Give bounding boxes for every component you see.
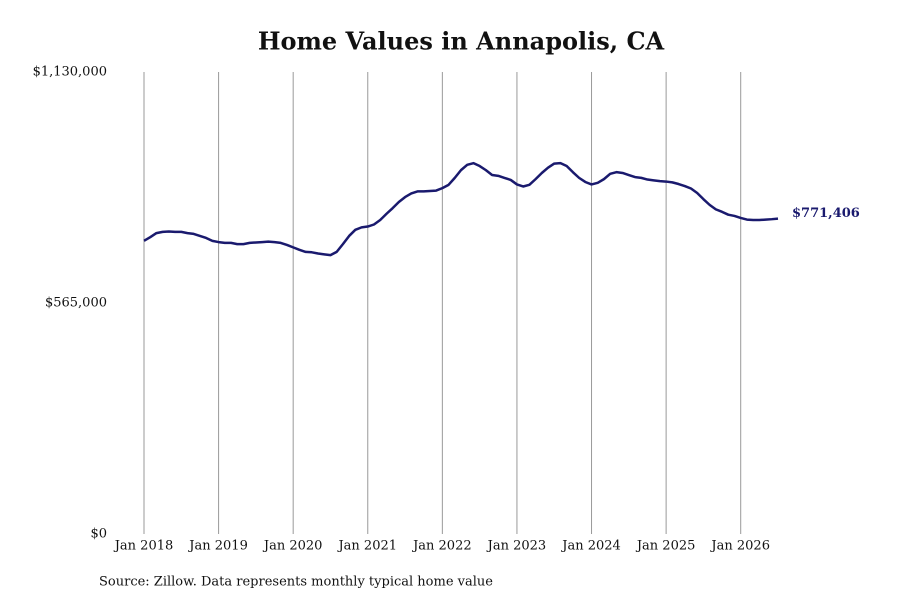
y-tick-label: $1,130,000 (33, 65, 107, 80)
x-tick-label: Jan 2019 (187, 539, 248, 554)
line (143, 161, 779, 257)
x-tick-label: Jan 2022 (411, 539, 472, 554)
chart-title: Home Values in Annapolis, CA (258, 27, 665, 56)
x-tick-label: Jan 2026 (709, 539, 770, 554)
x-tick-label: Jan 2024 (560, 539, 621, 554)
value-label: $771,406 (792, 206, 860, 221)
x-tick-label: Jan 2020 (262, 539, 323, 554)
x-tick-label: Jan 2023 (486, 539, 547, 554)
y-tick-label: $565,000 (45, 296, 107, 311)
x-tick-label: Jan 2025 (635, 539, 696, 554)
source-note: Source: Zillow. Data represents monthly … (99, 575, 493, 590)
x-tick-label: Jan 2021 (336, 539, 397, 554)
y-tick-label: $0 (90, 527, 107, 542)
x-tick-label: Jan 2018 (113, 539, 174, 554)
